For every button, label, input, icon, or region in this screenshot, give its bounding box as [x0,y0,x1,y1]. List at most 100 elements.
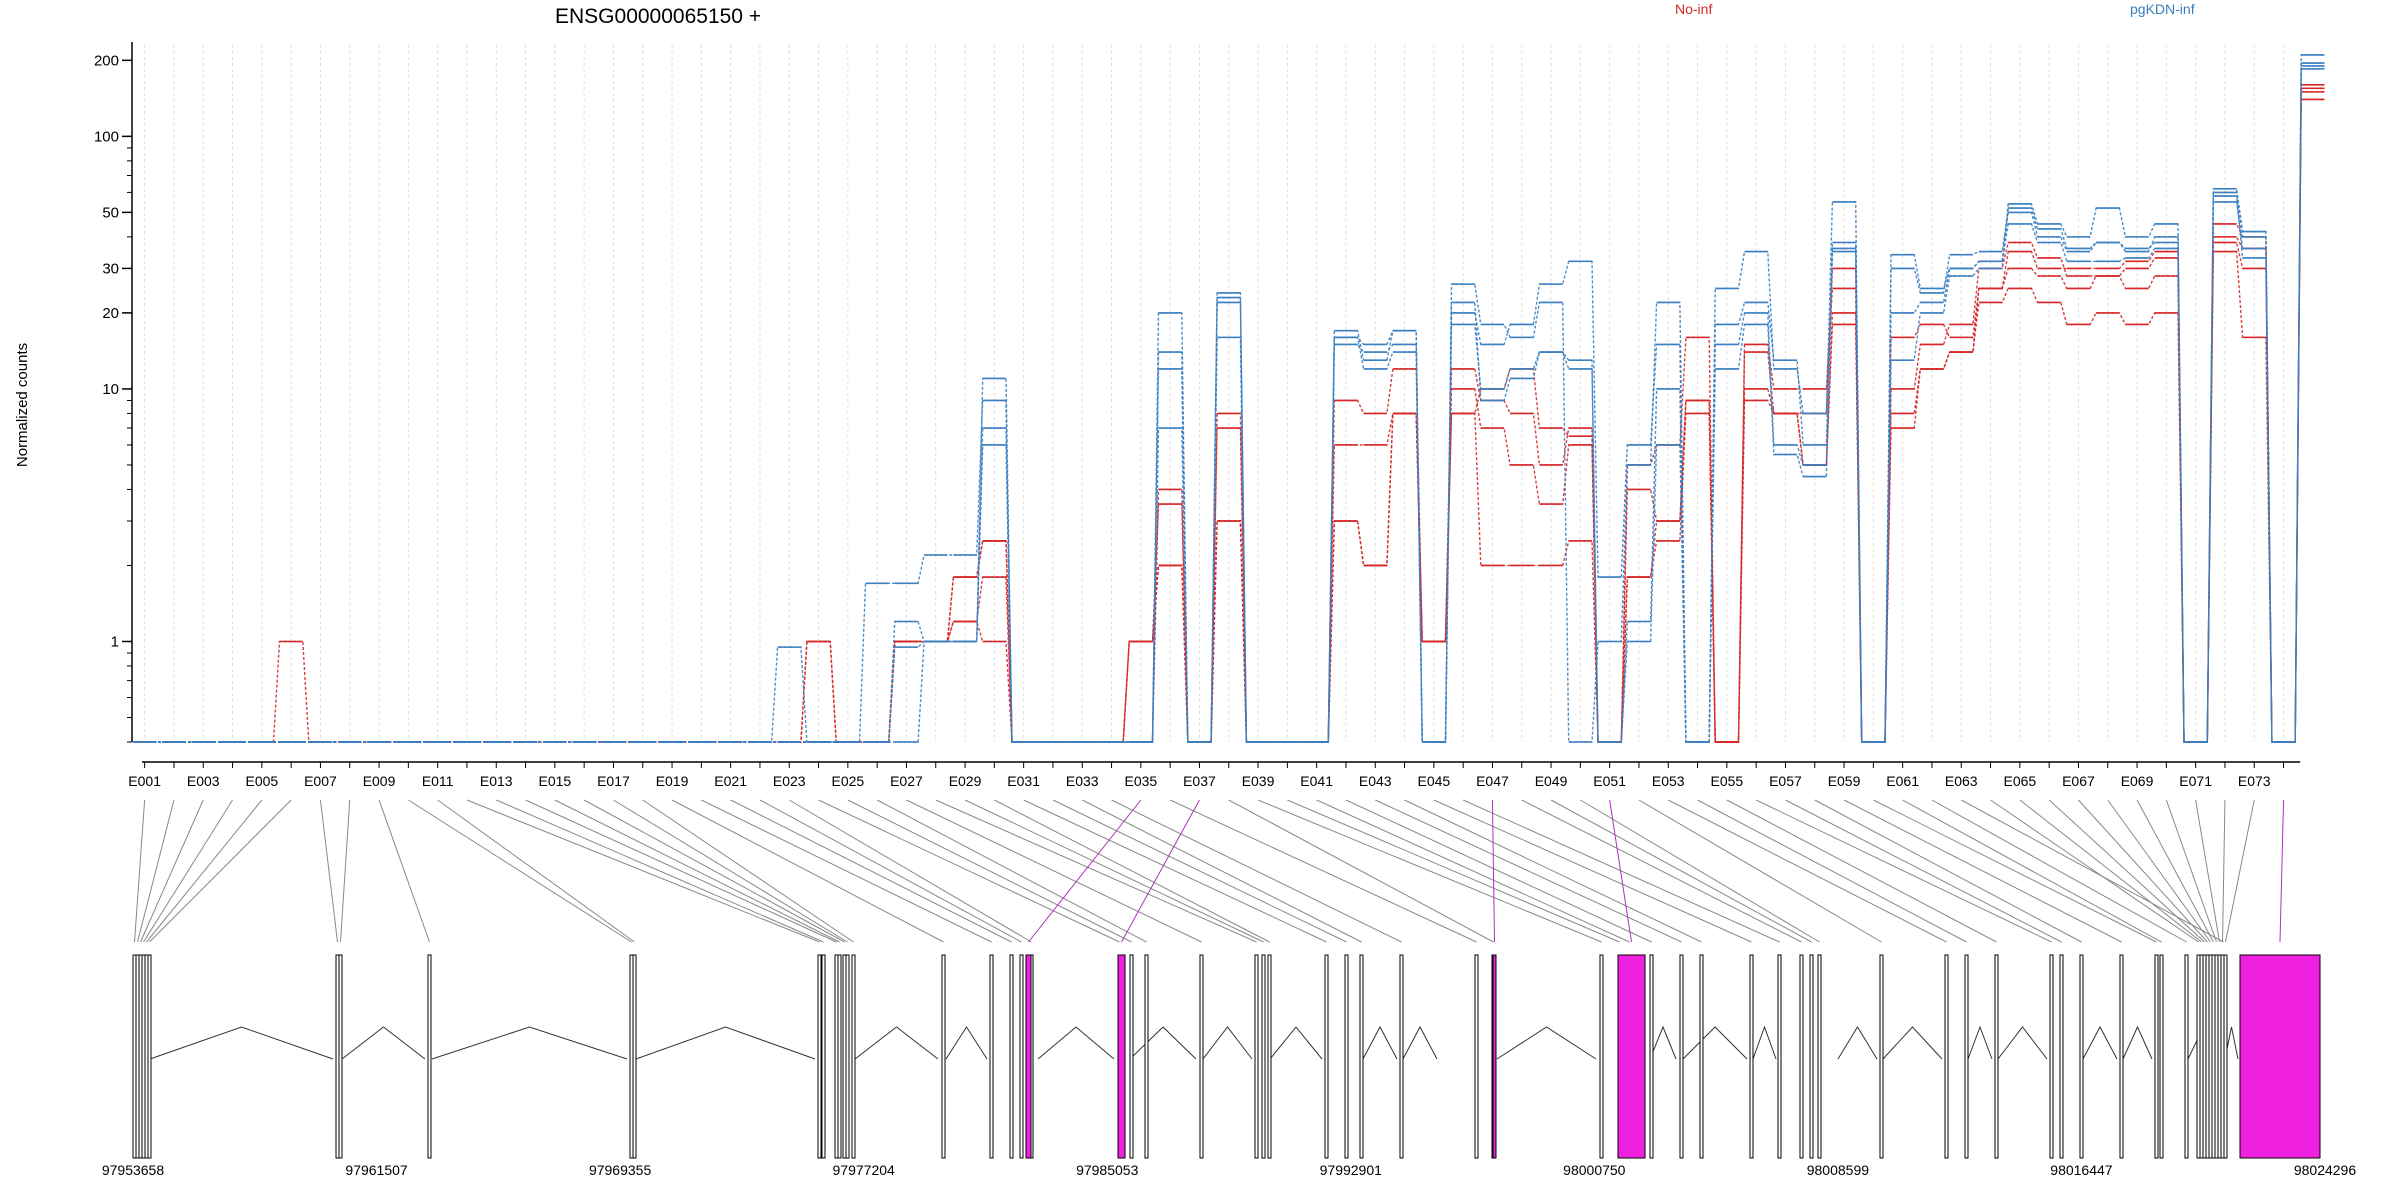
exon-connector [1111,799,1402,943]
exon-connector [1609,799,1632,943]
intron [854,1026,939,1060]
exon-box [1649,954,1654,1159]
y-tick-label: 200 [94,52,119,69]
exon-box [1994,954,1999,1159]
exon-box [427,954,432,1159]
exon-connector [466,799,820,943]
intron [1967,1025,1993,1060]
exon-connector [1961,799,2224,943]
exon-connector [1843,799,2122,943]
exon-connector [340,799,351,943]
exon-connector [1169,799,1477,943]
exon-box [1964,954,1969,1159]
exon-connector [1121,799,1200,943]
exon-label: E067 [2062,773,2095,789]
exon-label: E047 [1476,773,1509,789]
exon-connector [906,799,1202,943]
exon-box [1679,954,1684,1159]
exon-box [2059,954,2064,1159]
exon-connector [1433,799,1752,943]
intron [1997,1026,2048,1060]
intron [945,1026,988,1060]
exon-label: E041 [1300,773,1333,789]
exon-connector [1491,799,1495,943]
exon-label: E037 [1183,773,1216,789]
intron [635,1026,816,1060]
exon-box [2049,954,2054,1159]
exon-label: E071 [2179,773,2212,789]
exon-box [1617,954,1646,1159]
exon-box [851,954,856,1159]
exon-label: E019 [656,773,689,789]
gene-model [132,954,2321,1159]
exon-connector [2225,799,2255,943]
exon-connector [149,799,292,943]
intron [1682,1026,1748,1060]
exon-label: E027 [890,773,923,789]
exon-box [821,954,826,1159]
coordinate-label: 97961507 [345,1162,408,1178]
exon-connector [1726,799,1997,943]
exon-label: E001 [128,773,161,789]
exon-connector [1697,799,1967,943]
exon-connector [1550,799,1812,943]
exon-connector [2107,799,2211,943]
exon-box [338,954,343,1159]
exon-label: E003 [187,773,220,789]
coordinate-label: 98008599 [1807,1162,1870,1178]
exon-connector [1902,799,2162,943]
exon-connector [1785,799,2062,943]
y-tick-label: 30 [102,260,119,277]
exon-box [1809,954,1814,1159]
intron [2082,1025,2118,1060]
intron [1129,1026,1197,1060]
exon-box [1777,954,1782,1159]
exon-connector [1521,799,1802,943]
exon-connector [1257,799,1602,943]
exon-box [2119,954,2124,1159]
exon-connector [378,799,430,943]
exon-connector [2195,799,2220,943]
exon-box [1117,954,1126,1159]
exon-label: E051 [1593,773,1626,789]
exon-gridlines [144,45,2285,742]
exon-connector [818,799,1120,943]
y-tick-label: 20 [102,305,119,322]
intron [1202,1026,1253,1060]
exon-connector [525,799,837,943]
exon-connector [137,799,175,943]
exon-box [1267,954,1272,1159]
exon-label: E061 [1886,773,1919,789]
exon-connector [1814,799,2082,943]
exon-box [1799,954,1804,1159]
exon-label: E055 [1710,773,1743,789]
exon-label: E023 [773,773,806,789]
exon-connector [1462,799,1780,943]
exon-connector [1931,799,2187,943]
exon-connector [1228,799,1494,943]
exon-label: E073 [2238,773,2271,789]
exon-box [1399,954,1404,1159]
exon-connector [642,799,854,943]
coordinate-label: 97977204 [833,1162,896,1178]
intron [149,1026,334,1060]
exon-label: E053 [1652,773,1685,789]
intron [1752,1025,1777,1060]
exon-label: E011 [422,773,454,789]
exon-connector [2165,799,2217,943]
exon-connector [554,799,840,943]
exon-label: E065 [2003,773,2036,789]
exon-connector [847,799,1132,943]
exon-box [1359,954,1364,1159]
exon-connector [146,799,263,943]
exon-box [1474,954,1479,1159]
exon-label: E017 [597,773,630,789]
exon-box [837,954,842,1159]
y-tick-label: 100 [94,128,119,145]
exon-label: E069 [2121,773,2154,789]
exon-connector [319,799,338,943]
series-line-1 [133,87,2325,743]
exon-connectors [134,799,2285,943]
exon-label: E035 [1124,773,1157,789]
exon-box [2184,954,2189,1159]
